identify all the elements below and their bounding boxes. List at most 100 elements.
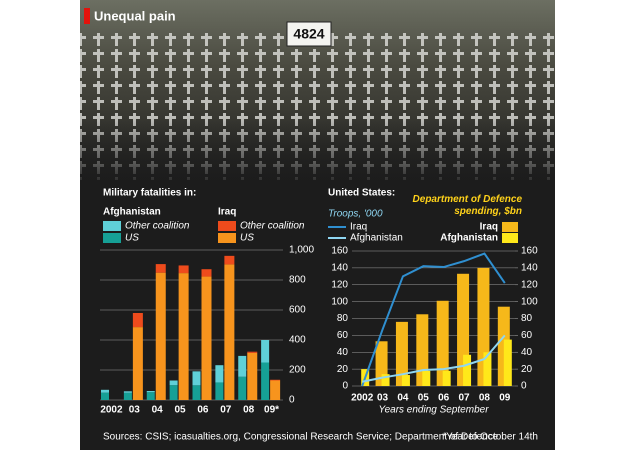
bar-segment: [123, 392, 132, 400]
bar: [503, 339, 512, 386]
footnote: *Year to October 14th: [442, 432, 538, 443]
y-tick-label: 0: [342, 381, 348, 392]
y2-axis-label: Department of Defence spending, $bn: [412, 194, 522, 217]
y-tick-label: 0: [289, 395, 295, 406]
y2-tick-label: 120: [521, 279, 538, 290]
y2-tick-label: 60: [521, 330, 533, 341]
bar: [416, 314, 429, 386]
legend-label: Iraq: [350, 222, 367, 233]
bar-segment: [224, 255, 235, 265]
y-tick-label: 60: [337, 330, 349, 341]
x-tick-label: 04: [397, 393, 409, 404]
legend-label: US: [240, 233, 254, 244]
legend-swatch: [502, 222, 518, 232]
bar-segment: [192, 385, 201, 400]
y2-tick-label: 100: [521, 296, 538, 307]
y-tick-label: 120: [331, 279, 348, 290]
line: [361, 252, 506, 387]
bar-segment: [247, 352, 258, 400]
bar-segment: [270, 380, 281, 400]
bar-segment: [215, 365, 224, 383]
x-axis-label: Years ending September: [378, 405, 489, 416]
y-tick-label: 160: [331, 246, 348, 257]
bar-segment: [123, 391, 132, 393]
x-tick-label: 03: [129, 405, 141, 416]
bar-segment: [132, 313, 143, 328]
legend-label: Other coalition: [240, 221, 305, 232]
bar: [422, 370, 431, 386]
bar-segment: [270, 379, 281, 381]
y2-tick-label: 40: [521, 347, 533, 358]
y-tick-label: 200: [289, 365, 306, 376]
y2-tick-label: 80: [521, 313, 533, 324]
bar: [395, 321, 408, 386]
y-tick-label: 20: [337, 364, 349, 375]
x-tick-label: 06: [197, 405, 209, 416]
legend-label: US: [125, 233, 139, 244]
bar-segment: [261, 362, 270, 400]
bar-segment: [155, 264, 166, 273]
bar-segment: [247, 351, 258, 353]
y2-tick-label: 140: [521, 263, 538, 274]
y-tick-label: 100: [331, 296, 348, 307]
sign-number: 4824: [293, 26, 324, 42]
legend-label: Iraq: [480, 222, 498, 233]
y-tick-label: 600: [289, 305, 306, 316]
bar: [463, 354, 472, 386]
bar: [401, 375, 410, 386]
x-tick-label: 08: [243, 405, 255, 416]
legend-swatch: [103, 221, 121, 231]
legend-swatch: [218, 221, 236, 231]
x-tick-label: 2002: [100, 405, 123, 416]
y2-tick-label: 0: [521, 381, 527, 392]
y2-tick-label: 160: [521, 246, 538, 257]
x-tick-label: 09*: [264, 405, 279, 416]
bar-segment: [169, 385, 178, 400]
legend-group: Iraq: [218, 207, 236, 218]
chart-subtitle: Military fatalities in:: [103, 188, 196, 199]
x-tick-label: 09: [499, 393, 511, 404]
bar-segment: [224, 264, 235, 400]
legend-label: Afghanistan: [440, 233, 498, 244]
bar-segment: [238, 376, 247, 400]
legend-swatch: [502, 233, 518, 243]
y-tick-label: 800: [289, 275, 306, 286]
y-tick-label: 140: [331, 263, 348, 274]
legend-label: Other coalition: [125, 221, 190, 232]
x-tick-label: 08: [479, 393, 491, 404]
bar-segment: [201, 269, 212, 277]
y-tick-label: 1,000: [289, 245, 314, 256]
legend-label: Afghanistan: [350, 233, 403, 244]
bar-segment: [178, 265, 189, 274]
chart-subtitle: United States:: [328, 188, 395, 199]
bar-segment: [178, 273, 189, 400]
x-tick-label: 04: [152, 405, 164, 416]
photo: 4824: [80, 0, 555, 190]
y-tick-label: 80: [337, 313, 349, 324]
legend-group: Afghanistan: [103, 207, 161, 218]
bar-segment: [101, 392, 109, 400]
title-marker: [84, 8, 90, 24]
source: Sources: CSIS; icasualties.org, Congress…: [103, 432, 499, 443]
bar-segment: [201, 276, 212, 400]
bar-segment: [146, 392, 155, 400]
y2-tick-label: 20: [521, 364, 533, 375]
bar: [436, 300, 449, 386]
x-tick-label: 05: [418, 393, 430, 404]
bar-segment: [238, 355, 247, 377]
bar-segment: [155, 272, 166, 400]
x-tick-label: 03: [377, 393, 389, 404]
bar-segment: [146, 391, 155, 393]
title: Unequal pain: [94, 8, 176, 23]
x-tick-label: 2002: [351, 393, 374, 404]
bar-segment: [132, 327, 143, 400]
y-tick-label: 40: [337, 347, 349, 358]
bar: [442, 370, 451, 386]
bar: [483, 352, 492, 386]
bar-segment: [192, 371, 201, 386]
line: [361, 334, 506, 383]
x-tick-label: 05: [175, 405, 187, 416]
x-tick-label: 07: [459, 393, 471, 404]
